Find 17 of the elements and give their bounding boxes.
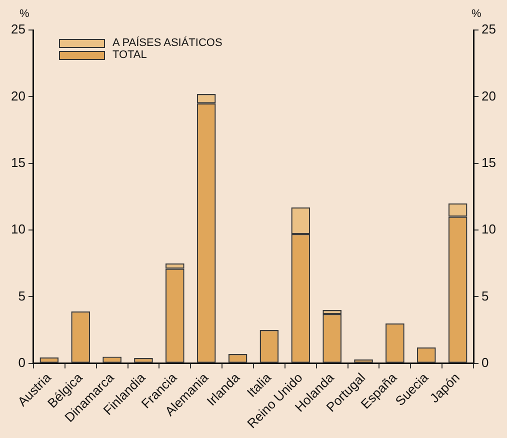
y2-tick-label: 5	[482, 288, 489, 304]
y2-tick-label: 0	[482, 354, 489, 370]
y-tick-label: 15	[10, 154, 26, 170]
y-axis-title: %	[19, 8, 30, 20]
y2-tick-label: 10	[482, 222, 496, 237]
y-tick-label: 20	[10, 88, 26, 104]
y2-tick-label: 15	[482, 154, 496, 170]
y-tick-label: 0	[18, 354, 26, 370]
y2-axis-title: %	[472, 8, 482, 20]
y2-tick-label: 25	[482, 22, 496, 37]
y2-tick-label: 20	[482, 88, 496, 104]
x-tick-label: Italia	[244, 369, 274, 400]
y-tick-label: 5	[18, 288, 26, 304]
legend-label: A PAÍSES ASIÁTICOS	[112, 37, 222, 49]
legend-label: TOTAL	[112, 49, 147, 61]
y-tick-label: 25	[10, 22, 26, 37]
y-tick-label: 10	[10, 222, 26, 237]
